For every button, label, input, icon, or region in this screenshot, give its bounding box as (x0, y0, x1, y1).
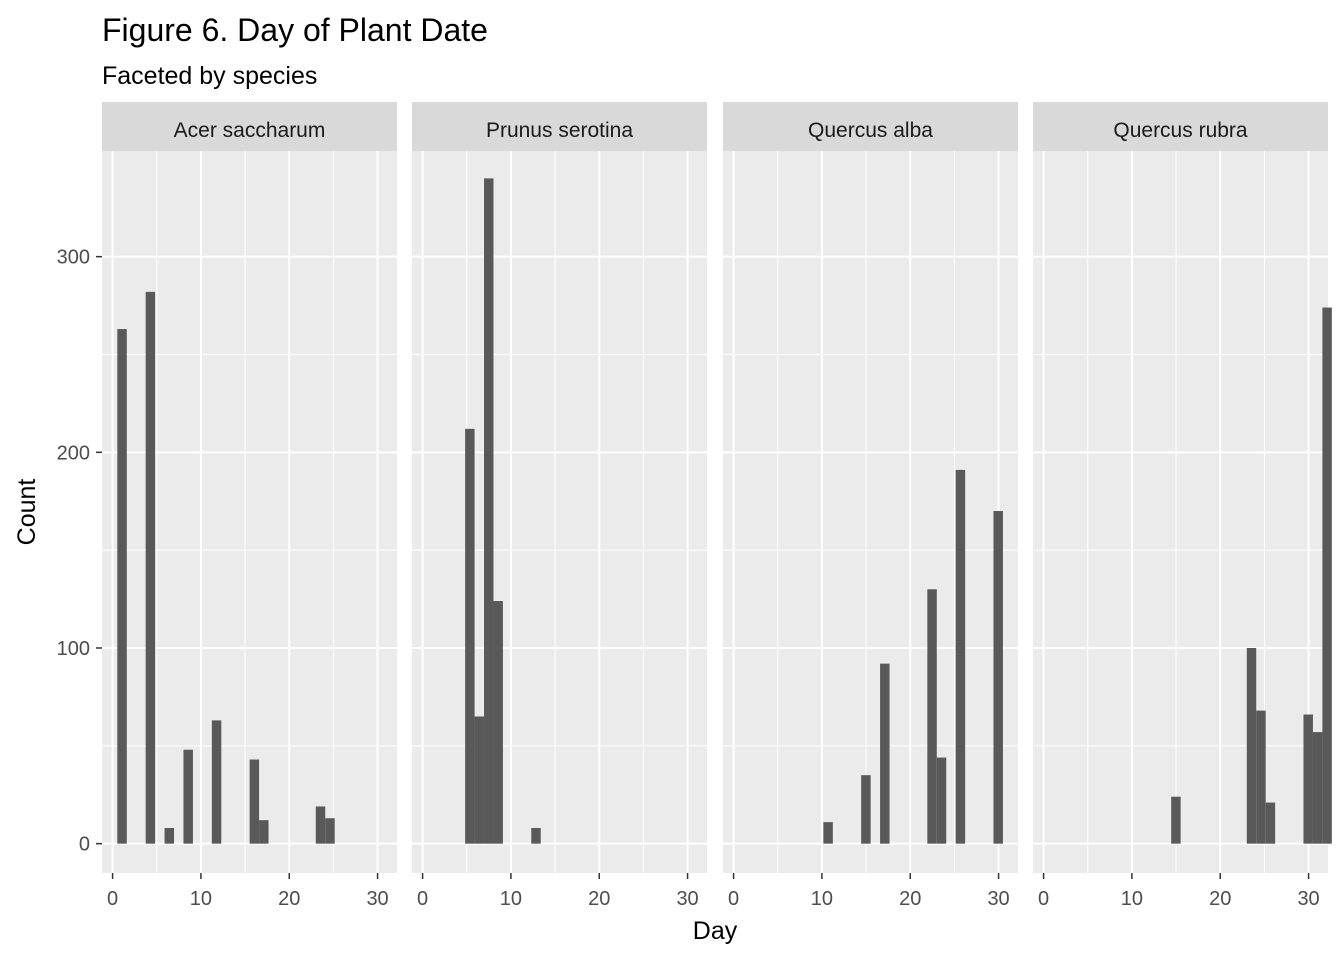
histogram-bar (493, 601, 503, 844)
histogram-bar (927, 589, 937, 844)
x-tick-label: 30 (366, 888, 388, 910)
x-tick-label: 20 (278, 888, 300, 910)
histogram-bar (1312, 732, 1323, 844)
chart-title: Figure 6. Day of Plant Date (102, 12, 488, 48)
y-tick-label: 200 (57, 442, 90, 464)
x-tick-label: 0 (107, 888, 118, 910)
x-tick-label: 10 (190, 888, 212, 910)
histogram-bar (1246, 647, 1257, 844)
histogram-bar (465, 428, 475, 844)
histogram-bar (249, 759, 260, 844)
facet-label: Prunus serotina (486, 119, 633, 142)
facet-strip (412, 102, 707, 151)
facet-panel: Acer saccharum 0 10 20 30 (102, 102, 397, 910)
facet-strip (102, 102, 397, 151)
histogram-bar (1303, 714, 1313, 844)
facet-label: Quercus rubra (1113, 119, 1248, 142)
histogram-bar (531, 827, 541, 844)
panel-background (723, 151, 1018, 873)
histogram-bar (1256, 710, 1266, 844)
x-tick-label: 10 (1121, 888, 1143, 910)
x-tick-label: 0 (417, 888, 428, 910)
histogram-bar (474, 716, 485, 844)
histogram-bar (164, 827, 175, 844)
x-tick-label: 30 (1297, 888, 1319, 910)
histogram-bar (117, 329, 127, 844)
histogram-bar (315, 806, 326, 844)
x-tick-label: 20 (588, 888, 610, 910)
histogram-bar (259, 820, 269, 844)
histogram-bar (325, 818, 335, 844)
x-tick-label: 10 (811, 888, 833, 910)
histogram-bar (211, 720, 222, 844)
panel-background (1033, 151, 1328, 873)
y-tick-label: 300 (57, 247, 90, 269)
chart-subtitle: Faceted by species (102, 62, 317, 90)
facet-strip (723, 102, 1018, 151)
facet-panels: Acer saccharum 0 10 20 30 Prunus serotina 0 10 2… (102, 102, 1332, 910)
y-tick-label: 0 (79, 834, 90, 856)
x-axis-title: Day (693, 917, 738, 945)
x-tick-label: 0 (1038, 888, 1049, 910)
y-tick-label: 100 (57, 638, 90, 660)
histogram-bar (936, 757, 947, 844)
x-tick-label: 30 (676, 888, 698, 910)
histogram-bar (823, 822, 833, 844)
y-axis: 0 100 200 300 (57, 247, 102, 856)
facet-strip (1033, 102, 1328, 151)
x-tick-label: 20 (899, 888, 921, 910)
facet-label: Quercus alba (808, 119, 933, 142)
histogram-bar (861, 775, 871, 844)
x-tick-label: 10 (500, 888, 522, 910)
panel-background (412, 151, 707, 873)
histogram-bar (145, 291, 156, 844)
histogram-bar (1265, 802, 1276, 844)
y-axis-title: Count (13, 479, 41, 546)
facet-label: Acer saccharum (174, 119, 326, 142)
histogram-bar (880, 663, 890, 844)
histogram-bar (1322, 307, 1332, 844)
histogram-bar (183, 749, 193, 844)
facet-panel: Quercus rubra 0 10 20 30 (1033, 102, 1332, 910)
histogram-bar (955, 469, 966, 844)
histogram-bar (993, 511, 1003, 844)
histogram-bar (1171, 796, 1181, 844)
facet-panel: Quercus alba 0 10 20 30 (723, 102, 1018, 910)
histogram-bar (484, 178, 494, 844)
x-tick-label: 20 (1209, 888, 1231, 910)
x-tick-label: 30 (987, 888, 1009, 910)
x-tick-label: 0 (728, 888, 739, 910)
facet-panel: Prunus serotina 0 10 20 30 (412, 102, 707, 910)
